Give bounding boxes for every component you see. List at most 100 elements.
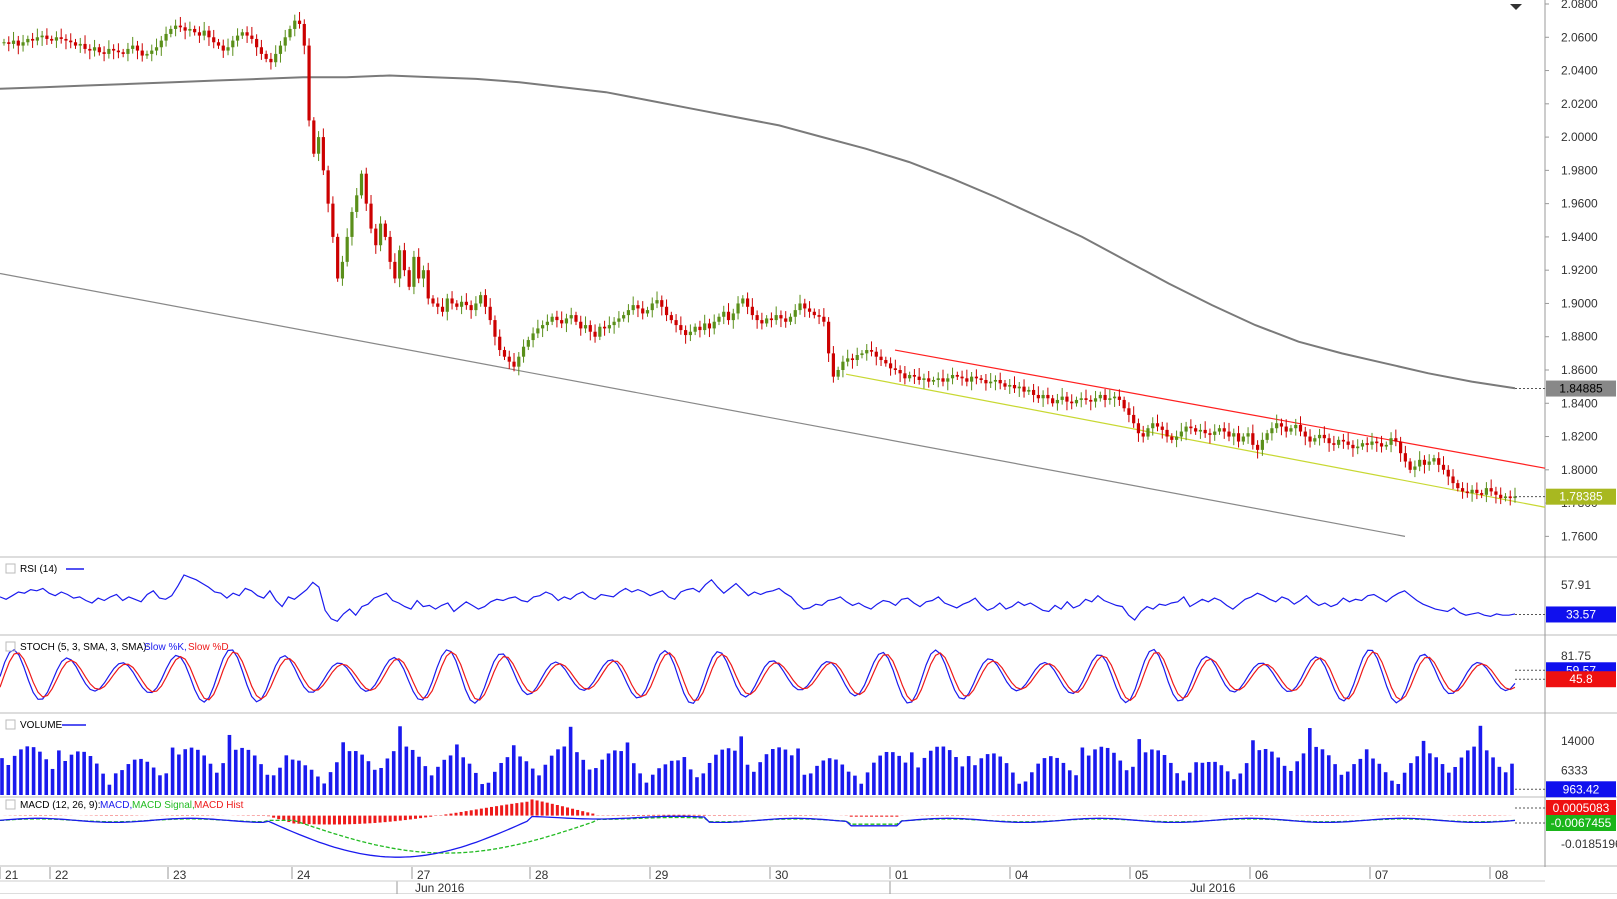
candle[interactable]	[364, 167, 368, 211]
candle[interactable]	[1260, 432, 1264, 456]
candle[interactable]	[536, 319, 540, 339]
candle[interactable]	[274, 45, 278, 67]
candle[interactable]	[2, 38, 6, 46]
candle[interactable]	[569, 307, 573, 325]
candle[interactable]	[660, 295, 664, 316]
candle[interactable]	[1437, 452, 1441, 473]
candle[interactable]	[1484, 482, 1489, 503]
candle[interactable]	[64, 34, 68, 50]
candle[interactable]	[1289, 424, 1293, 435]
candle[interactable]	[502, 346, 507, 361]
candle[interactable]	[965, 369, 969, 387]
candle[interactable]	[54, 31, 59, 48]
candle[interactable]	[793, 304, 797, 325]
candle[interactable]	[831, 346, 835, 383]
candle[interactable]	[226, 38, 230, 56]
candle[interactable]	[188, 21, 192, 37]
candle[interactable]	[498, 329, 502, 357]
candle[interactable]	[250, 26, 254, 44]
candle[interactable]	[1422, 455, 1427, 474]
candle[interactable]	[159, 35, 163, 56]
candle[interactable]	[927, 370, 931, 388]
candle[interactable]	[173, 19, 178, 37]
candle[interactable]	[412, 250, 416, 295]
candle[interactable]	[1122, 396, 1126, 412]
candle[interactable]	[860, 350, 864, 359]
candle[interactable]	[1189, 419, 1193, 435]
macd-panel-icon[interactable]	[5, 799, 16, 810]
candle[interactable]	[1174, 430, 1179, 448]
candle[interactable]	[521, 339, 526, 363]
candle[interactable]	[126, 42, 130, 62]
candle[interactable]	[1227, 422, 1231, 442]
candle[interactable]	[464, 293, 468, 310]
candle[interactable]	[884, 356, 888, 367]
candle[interactable]	[936, 372, 940, 388]
candle[interactable]	[1513, 487, 1517, 503]
candle[interactable]	[193, 25, 197, 36]
candle[interactable]	[841, 355, 845, 378]
candle[interactable]	[1365, 437, 1369, 453]
candle[interactable]	[769, 312, 774, 328]
candle[interactable]	[731, 308, 735, 329]
candle[interactable]	[645, 306, 650, 317]
candle[interactable]	[1499, 487, 1503, 505]
candle[interactable]	[946, 373, 950, 391]
candle[interactable]	[59, 28, 63, 44]
candle[interactable]	[488, 298, 492, 325]
caret-down-icon[interactable]	[1510, 4, 1522, 10]
candle[interactable]	[1279, 418, 1284, 436]
candle[interactable]	[264, 50, 268, 63]
candle[interactable]	[283, 29, 287, 52]
candle[interactable]	[607, 316, 611, 334]
candle[interactable]	[1165, 422, 1169, 443]
candle[interactable]	[798, 294, 802, 315]
candle[interactable]	[297, 11, 302, 29]
candle[interactable]	[846, 349, 850, 367]
candle[interactable]	[1317, 428, 1322, 446]
candle[interactable]	[1132, 406, 1136, 428]
candle[interactable]	[21, 34, 25, 52]
candle[interactable]	[1074, 396, 1079, 407]
macd-panel[interactable]: MACD (12, 26, 9): MACD, MACD Signal, MACD H…	[0, 799, 1517, 858]
candle[interactable]	[1170, 433, 1174, 444]
candle[interactable]	[145, 50, 149, 59]
candle[interactable]	[574, 311, 578, 326]
candle[interactable]	[583, 316, 588, 334]
candle[interactable]	[1046, 387, 1050, 405]
candle[interactable]	[1270, 422, 1274, 441]
candle[interactable]	[445, 293, 449, 321]
candle[interactable]	[469, 300, 473, 319]
candle[interactable]	[112, 44, 116, 60]
candle[interactable]	[736, 296, 740, 320]
candle[interactable]	[336, 233, 340, 282]
candle[interactable]	[202, 21, 206, 41]
candle[interactable]	[288, 25, 292, 41]
candle[interactable]	[688, 324, 692, 342]
candle[interactable]	[1341, 433, 1346, 449]
candle[interactable]	[1470, 485, 1474, 502]
candle[interactable]	[679, 316, 683, 335]
candle[interactable]	[1313, 434, 1317, 445]
candle[interactable]	[1446, 465, 1450, 486]
candle[interactable]	[669, 311, 673, 324]
candle[interactable]	[35, 28, 39, 46]
candle[interactable]	[1055, 393, 1060, 411]
candle[interactable]	[555, 310, 559, 328]
candle[interactable]	[107, 40, 111, 59]
candle[interactable]	[1298, 416, 1303, 437]
candle[interactable]	[1213, 424, 1217, 441]
candle[interactable]	[164, 26, 168, 47]
candle[interactable]	[989, 372, 993, 388]
candle[interactable]	[750, 298, 754, 320]
candle[interactable]	[11, 31, 16, 49]
candle[interactable]	[417, 248, 421, 284]
candle[interactable]	[235, 28, 240, 47]
candle[interactable]	[340, 255, 345, 286]
candle[interactable]	[1208, 428, 1212, 444]
candle[interactable]	[1275, 414, 1279, 433]
candle[interactable]	[1232, 428, 1236, 446]
candle[interactable]	[541, 320, 545, 338]
candle[interactable]	[383, 220, 387, 241]
candle[interactable]	[869, 341, 874, 357]
